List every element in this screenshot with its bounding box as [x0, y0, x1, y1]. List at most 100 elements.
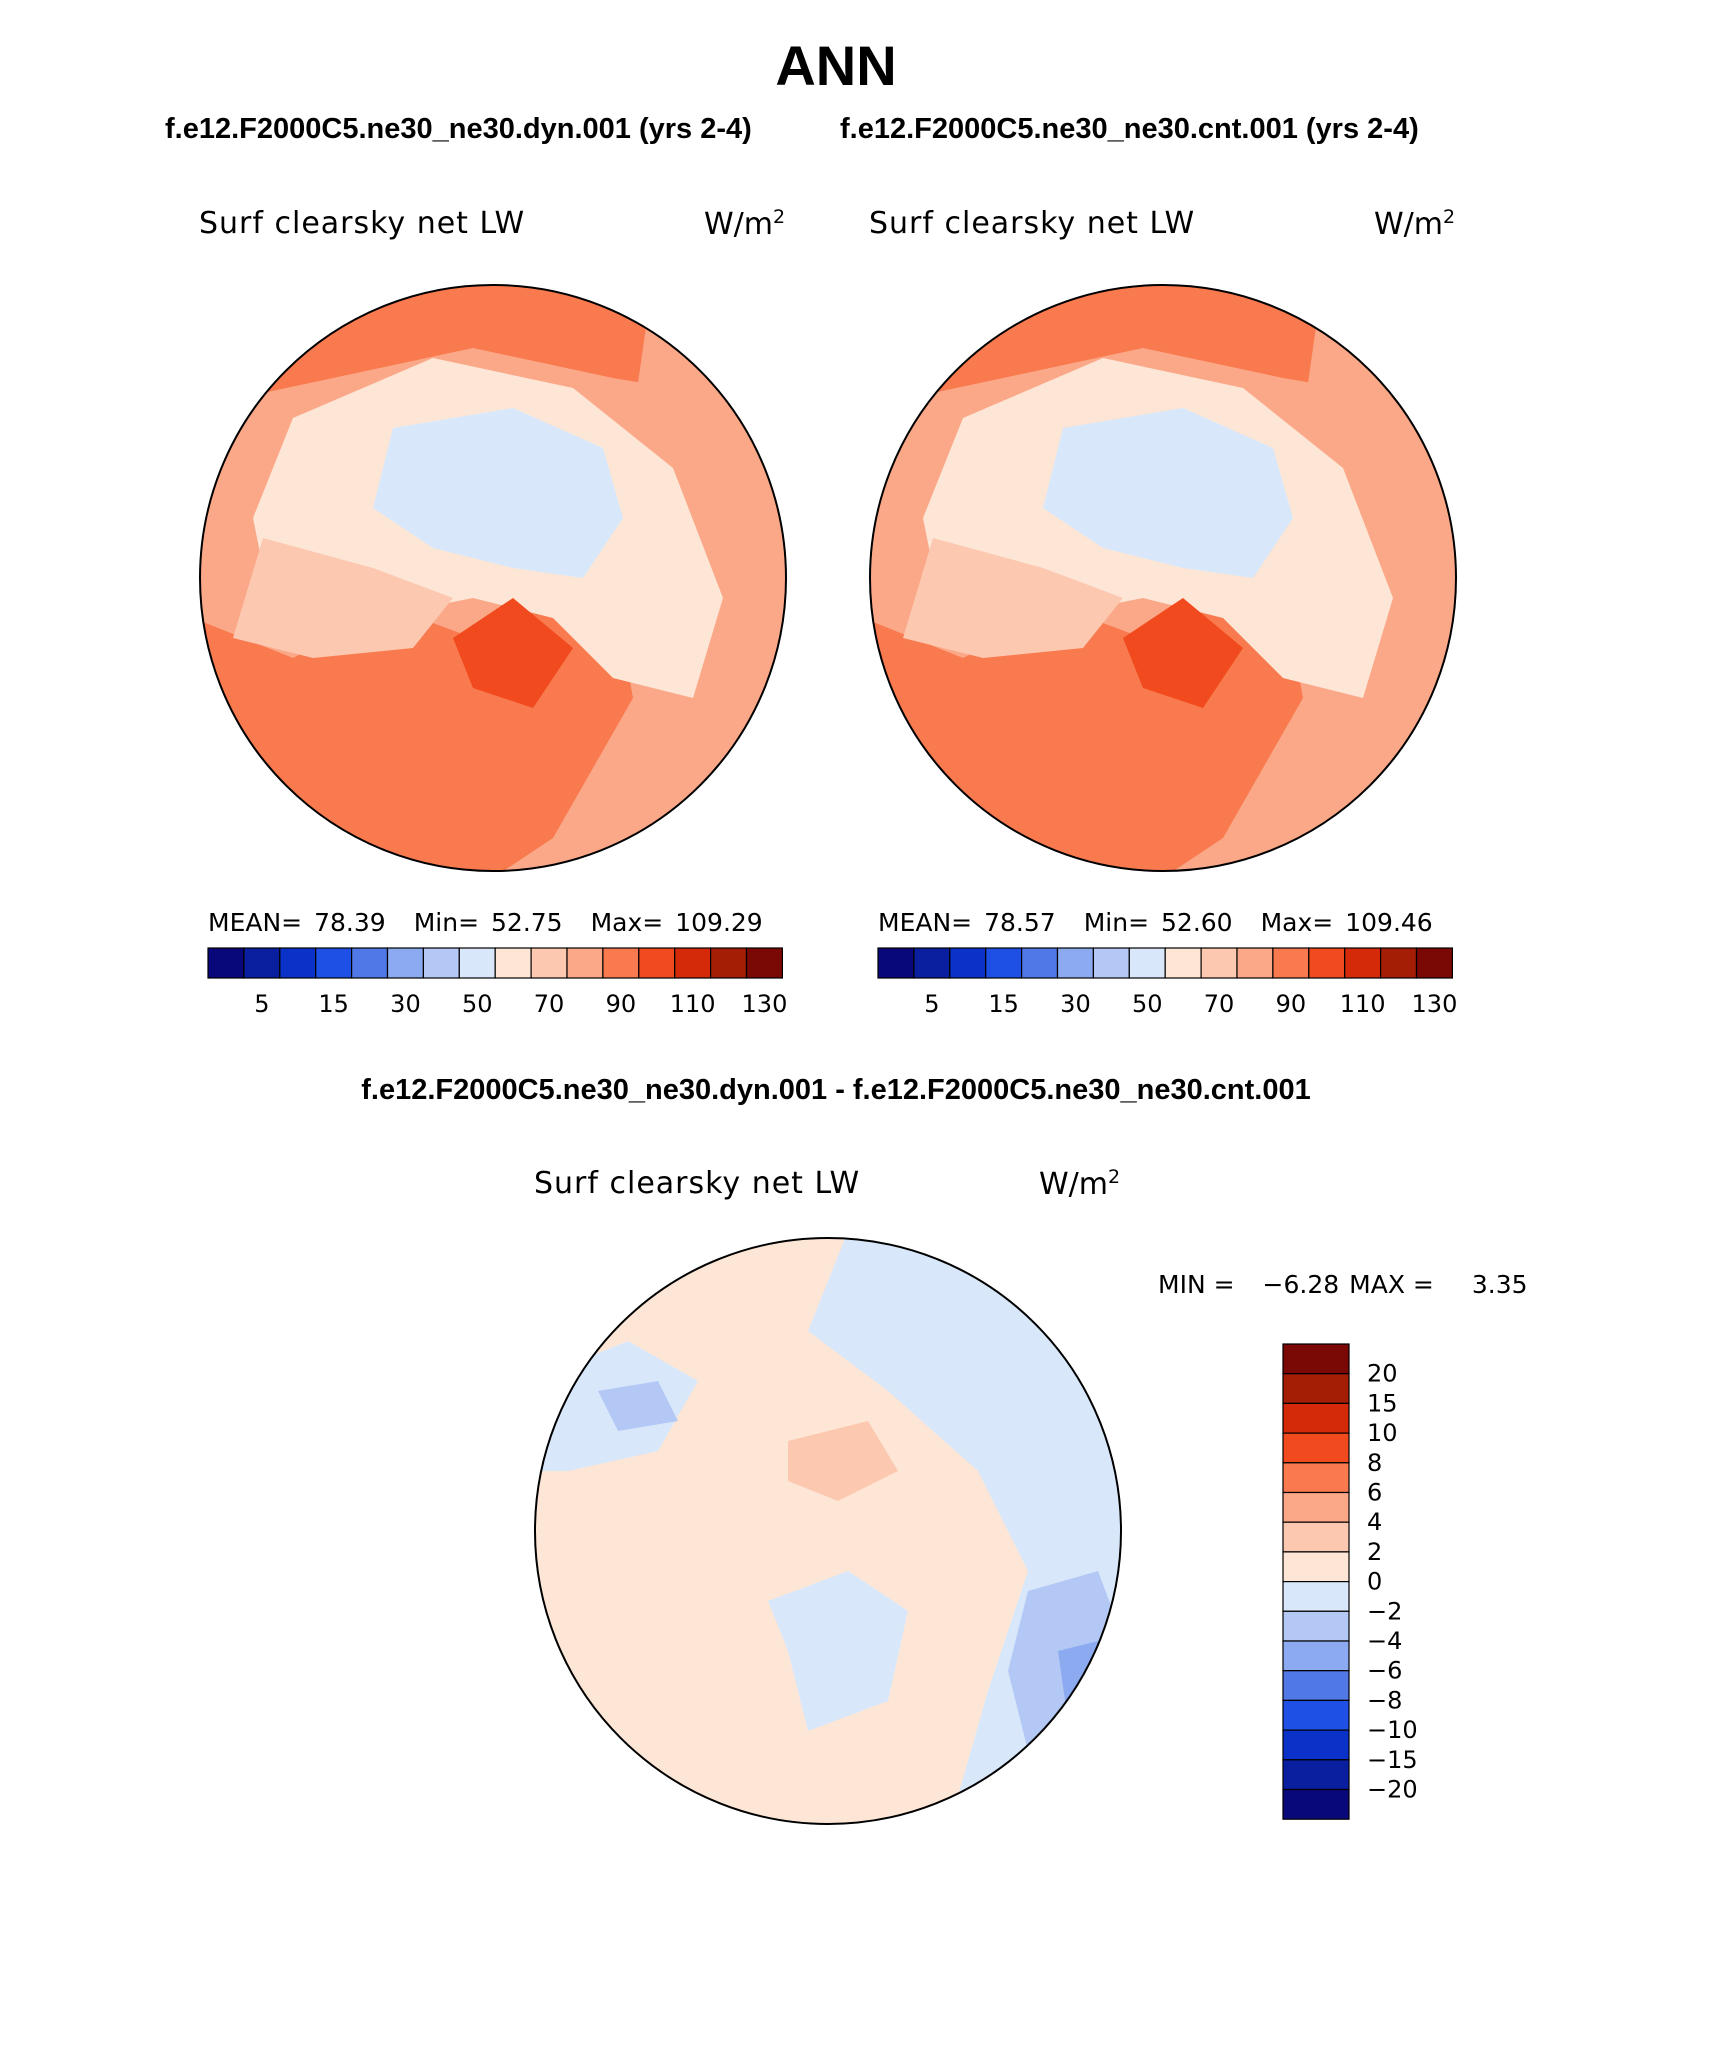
- colorbar-tick-label: 50: [462, 990, 493, 1018]
- field-band: [788, 1421, 898, 1501]
- colorbar-tick-label: 15: [988, 990, 1019, 1018]
- colorbar-tick-label: 5: [924, 990, 939, 1018]
- colorbar-box: [1092, 947, 1130, 979]
- colorbar-tick-label: 50: [1132, 990, 1163, 1018]
- diff-stats: MIN = −6.28 MAX = 3.35: [1158, 1270, 1528, 1299]
- colorbar-tick-label: 70: [1204, 990, 1235, 1018]
- colorbar-box: [1164, 947, 1202, 979]
- colorbar-box: [315, 947, 353, 979]
- colorbar-box: [1282, 1759, 1350, 1791]
- colorbar-box: [674, 947, 712, 979]
- panel-2-units-exp: 2: [1443, 206, 1456, 228]
- panel-1-units: W/m2: [704, 206, 785, 242]
- min-label: Min=: [413, 908, 480, 937]
- colorbar-tick-label: −6: [1367, 1657, 1402, 1685]
- colorbar-tick-label: −10: [1367, 1716, 1418, 1744]
- colorbar-box: [1282, 1729, 1350, 1761]
- diff-units-base: W/m: [1039, 1167, 1108, 1202]
- colorbar-tick-label: −8: [1367, 1686, 1402, 1714]
- colorbar-box: [1344, 947, 1382, 979]
- min-value: 52.60: [1161, 908, 1233, 937]
- colorbar-box: [243, 947, 281, 979]
- colorbar-box: [1282, 1432, 1350, 1464]
- colorbar-tick-label: 90: [606, 990, 637, 1018]
- map-cnt-border: [869, 284, 1457, 872]
- field-band: [373, 408, 623, 578]
- diff-units: W/m2: [1039, 1166, 1120, 1202]
- colorbar-box: [1308, 947, 1346, 979]
- colorbar-box: [1200, 947, 1238, 979]
- diff-units-exp: 2: [1108, 1166, 1121, 1188]
- panel-2-stats: MEAN= 78.57 Min= 52.60 Max= 109.46: [878, 908, 1433, 937]
- colorbar-box: [1282, 1343, 1350, 1375]
- colorbar-box: [949, 947, 987, 979]
- diff-max-label: MAX =: [1349, 1270, 1434, 1299]
- field-band: [903, 538, 1123, 658]
- colorbar-box: [877, 947, 915, 979]
- colorbar-box: [279, 947, 317, 979]
- colorbar-box: [1272, 947, 1310, 979]
- colorbar-box: [422, 947, 460, 979]
- colorbar-tick-label: −4: [1367, 1627, 1402, 1655]
- colorbar-box: [207, 947, 245, 979]
- colorbar-box: [1282, 1670, 1350, 1701]
- colorbar-box: [913, 947, 951, 979]
- colorbar-tick-label: 70: [534, 990, 565, 1018]
- max-label: Max=: [1260, 908, 1334, 937]
- colorbar-box: [351, 947, 389, 979]
- field-band: [1043, 408, 1293, 578]
- field-band: [233, 538, 453, 658]
- page-title: ANN: [775, 34, 897, 97]
- colorbar-tick-label: 5: [254, 990, 269, 1018]
- colorbar-box: [1282, 1462, 1350, 1494]
- colorbar-box: [1282, 1788, 1350, 1820]
- map-dyn: [200, 285, 786, 871]
- colorbar-box: [1056, 947, 1095, 979]
- colorbar-box: [1282, 1402, 1350, 1434]
- field-band: [598, 1381, 678, 1431]
- colorbar-tick-label: 110: [670, 990, 716, 1018]
- colorbar-tick-label: 15: [1367, 1389, 1398, 1417]
- colorbar-dyn: 5 15 30 50 70 90 110 130: [207, 947, 788, 1018]
- colorbar-tick-label: 110: [1340, 990, 1386, 1018]
- diff-min-value: −6.28: [1262, 1270, 1340, 1299]
- colorbar-tick-label: −20: [1367, 1776, 1418, 1804]
- mean-value: 78.57: [984, 908, 1056, 937]
- colorbar-box: [1282, 1373, 1350, 1404]
- colorbar-tick-label: 130: [742, 990, 788, 1018]
- colorbar-tick-label: 30: [1060, 990, 1091, 1018]
- panel-1-stats: MEAN= 78.39 Min= 52.75 Max= 109.29: [208, 908, 763, 937]
- panel-1-variable: Surf clearsky net LW: [199, 206, 526, 241]
- colorbar-tick-label: 0: [1367, 1568, 1382, 1596]
- colorbar-box: [1282, 1699, 1350, 1731]
- colorbar-tick-label: 4: [1367, 1508, 1382, 1536]
- map-dyn-border: [199, 284, 787, 872]
- colorbar-box: [638, 947, 676, 979]
- mean-label: MEAN=: [878, 908, 973, 937]
- min-label: Min=: [1083, 908, 1150, 937]
- colorbar-cnt: 5 15 30 50 70 90 110 130: [877, 947, 1458, 1018]
- colorbar-tick-label: 130: [1412, 990, 1458, 1018]
- colorbar-box: [745, 947, 784, 979]
- diff-min-label: MIN =: [1158, 1270, 1235, 1299]
- colorbar-box: [1282, 1491, 1350, 1523]
- mean-value: 78.39: [314, 908, 386, 937]
- max-value: 109.46: [1345, 908, 1433, 937]
- map-diff: [535, 1238, 1121, 1824]
- max-label: Max=: [590, 908, 664, 937]
- map-diff-border: [534, 1237, 1122, 1825]
- colorbar-box: [1236, 947, 1274, 979]
- colorbar-tick-label: 10: [1367, 1419, 1398, 1447]
- field-band: [453, 598, 573, 708]
- difference-title: f.e12.F2000C5.ne30_ne30.dyn.001 - f.e12.…: [361, 1074, 1311, 1106]
- panel-2-variable: Surf clearsky net LW: [869, 206, 1196, 241]
- case-title-left: f.e12.F2000C5.ne30_ne30.dyn.001 (yrs 2-4…: [165, 113, 752, 145]
- colorbar-tick-label: 30: [390, 990, 421, 1018]
- colorbar-tick-label: 8: [1367, 1449, 1382, 1477]
- colorbar-box: [1282, 1580, 1350, 1612]
- colorbar-box: [1379, 947, 1418, 979]
- colorbar-tick-label: 6: [1367, 1479, 1382, 1507]
- colorbar-box: [1415, 947, 1454, 979]
